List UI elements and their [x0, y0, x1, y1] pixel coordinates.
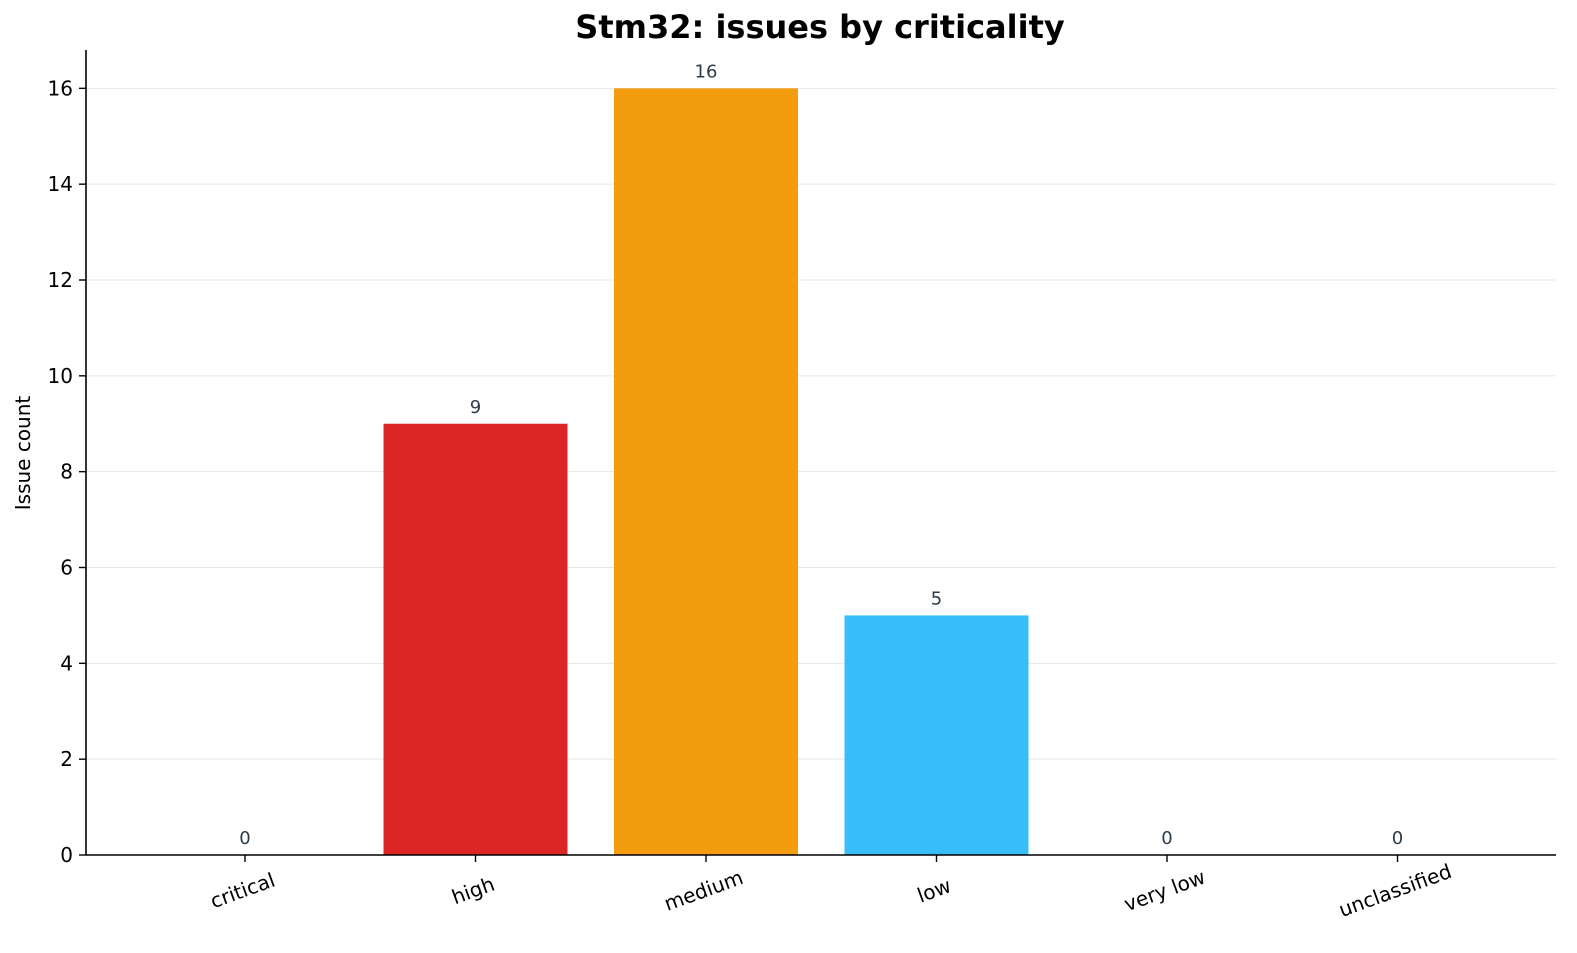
- bar-low: [844, 615, 1029, 855]
- grid-lines: [86, 87, 1556, 760]
- x-tick-label: high: [449, 872, 498, 909]
- data-labels: 0 9 16 5 0 0: [239, 61, 1403, 849]
- bars: [383, 88, 1029, 856]
- bar-medium: [614, 88, 798, 856]
- y-tick-label: 12: [48, 268, 73, 292]
- data-label: 0: [1392, 828, 1403, 849]
- data-label: 0: [1161, 828, 1172, 849]
- y-tick-label: 6: [60, 556, 73, 580]
- x-tick-label: unclassified: [1335, 859, 1454, 922]
- chart-title: Stm32: issues by criticality: [575, 8, 1065, 46]
- y-tick-label: 4: [60, 651, 73, 675]
- x-tick-label: very low: [1121, 865, 1209, 917]
- x-tick-label: medium: [661, 865, 746, 916]
- y-tick-label: 0: [60, 843, 73, 867]
- data-label: 5: [931, 588, 942, 609]
- data-label: 16: [695, 61, 718, 82]
- y-tick-label: 14: [48, 172, 73, 196]
- y-tick-label: 8: [60, 460, 73, 484]
- y-axis-label: Issue count: [11, 396, 35, 511]
- x-tick-label: critical: [207, 868, 278, 913]
- data-label: 0: [239, 828, 250, 849]
- axes: [79, 50, 1556, 862]
- y-tick-label: 16: [48, 76, 73, 100]
- y-tick-label: 10: [48, 364, 73, 388]
- data-label: 9: [470, 397, 481, 418]
- bar-high: [383, 423, 568, 855]
- y-tick-label: 2: [60, 747, 73, 771]
- x-tick-label: low: [914, 873, 954, 907]
